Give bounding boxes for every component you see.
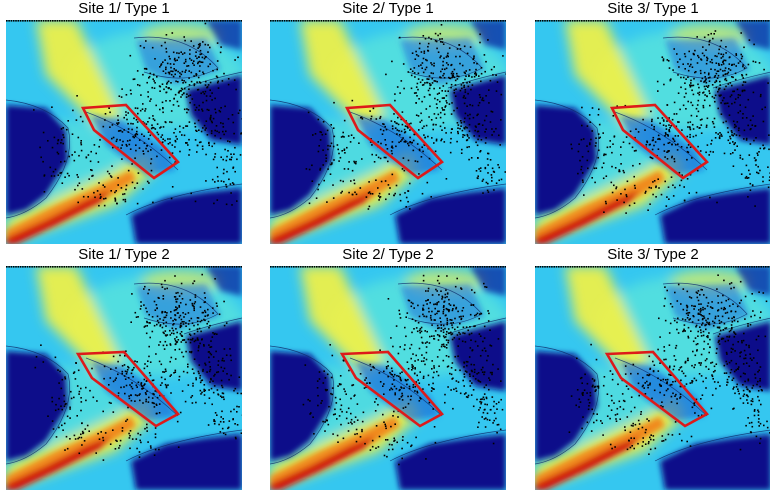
field-map [535, 20, 770, 244]
panel-title: Site 1/ Type 1 [78, 0, 170, 17]
heatmap-image [270, 20, 506, 244]
study-region-outline [80, 103, 180, 180]
study-region-outline [75, 350, 181, 428]
heatmap-image [6, 266, 242, 490]
heatmap-image [270, 266, 506, 490]
panel-title: Site 3/ Type 2 [607, 246, 699, 263]
field-map [535, 266, 770, 490]
map-panel: Site 2/ Type 2 [270, 246, 506, 490]
observation-points [535, 266, 770, 455]
observation-points [270, 266, 506, 466]
study-region-outline [344, 103, 444, 180]
field-map [270, 20, 506, 244]
panel-title: Site 2/ Type 2 [342, 246, 434, 263]
study-region-outline [339, 350, 445, 428]
field-map [6, 20, 242, 244]
heatmap-image [535, 266, 770, 490]
panel-title: Site 2/ Type 1 [342, 0, 434, 17]
field-map [6, 266, 242, 490]
map-panel: Site 1/ Type 1 [6, 0, 242, 244]
heatmap-image [6, 20, 242, 244]
heatmap-image [535, 20, 770, 244]
map-panel: Site 2/ Type 1 [270, 0, 506, 244]
map-panel: Site 3/ Type 1 [535, 0, 770, 244]
panel-title: Site 3/ Type 1 [607, 0, 699, 17]
observation-points [535, 20, 770, 214]
observation-points [270, 20, 506, 210]
map-panel: Site 3/ Type 2 [535, 246, 770, 490]
panel-title: Site 1/ Type 2 [78, 246, 170, 263]
map-panel: Site 1/ Type 2 [6, 246, 242, 490]
study-region-outline [609, 103, 709, 180]
field-map [270, 266, 506, 490]
study-region-outline [604, 350, 710, 428]
observation-points [6, 20, 242, 207]
